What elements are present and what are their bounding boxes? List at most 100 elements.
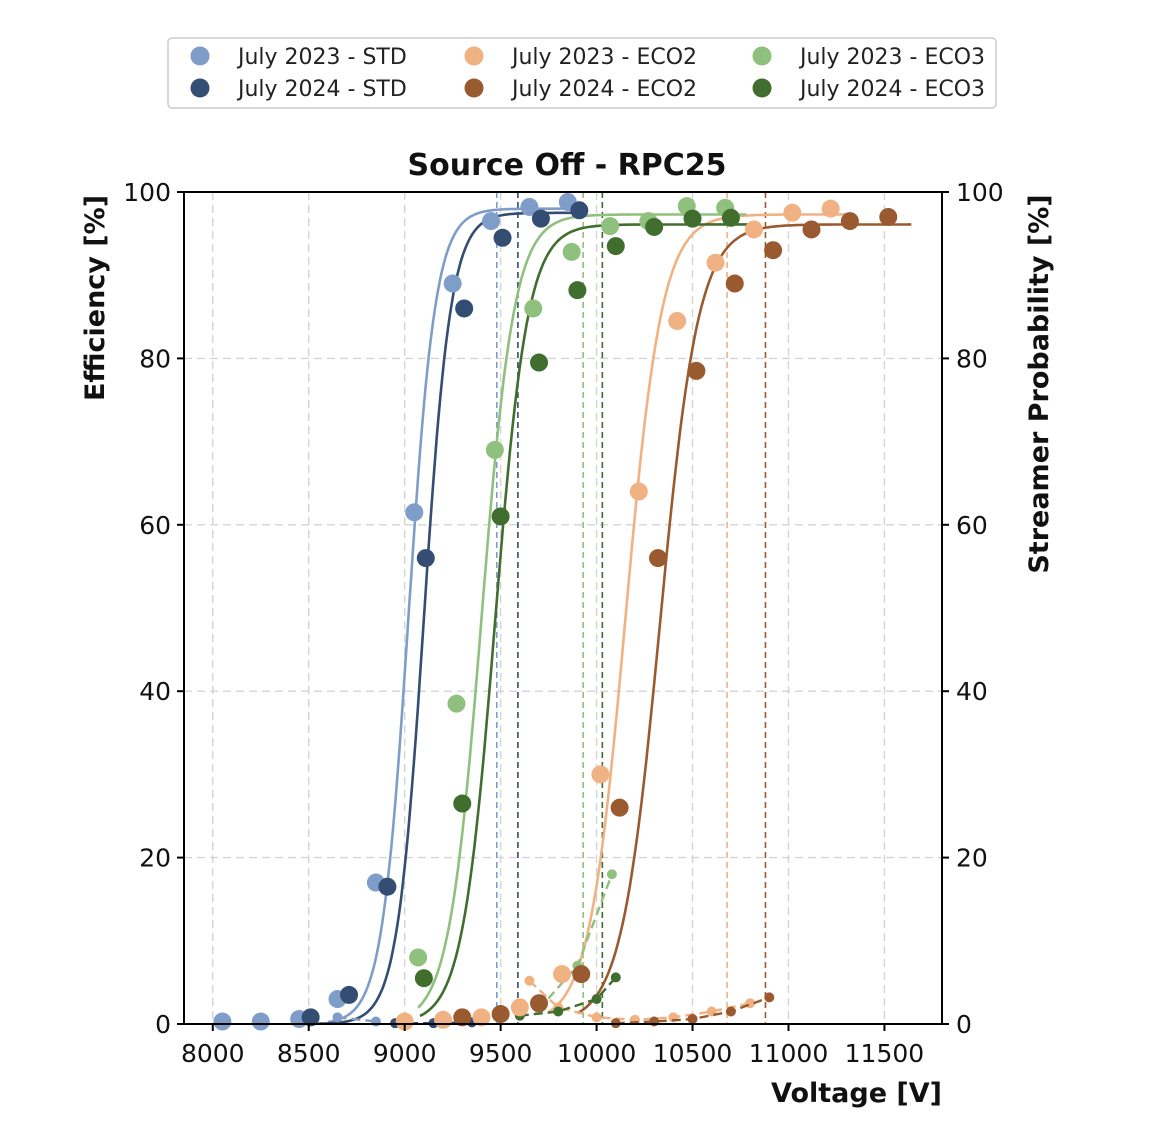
y-axis-title: Efficiency [%] [80,195,111,401]
y2-tick-label: 0 [956,1010,972,1039]
efficiency-point [606,237,625,256]
efficiency-point [491,1005,510,1024]
streamer-point [553,1006,564,1017]
legend-label: July 2024 - STD [236,77,407,102]
efficiency-point [530,353,549,372]
y2-tick-label: 60 [956,511,988,540]
efficiency-point [340,985,359,1004]
efficiency-point [378,877,397,896]
efficiency-point [821,199,840,218]
streamer-point [524,975,535,986]
y-tick-label: 80 [139,344,171,373]
efficiency-point [485,440,504,459]
efficiency-point [687,361,706,380]
streamer-point [370,1016,381,1027]
x-tick-label: 10000 [557,1039,637,1068]
y2-tick-label: 80 [956,344,988,373]
efficiency-point [453,1008,472,1027]
streamer-point [764,992,775,1003]
x-tick-label: 9000 [373,1039,437,1068]
efficiency-point [455,299,474,318]
efficiency-point [453,794,472,813]
efficiency-point [405,503,424,522]
x-tick-label: 11000 [749,1039,829,1068]
efficiency-point [568,281,587,300]
legend-label: July 2024 - ECO3 [798,77,985,102]
efficiency-point [610,798,629,817]
efficiency-point [764,241,783,260]
efficiency-point [472,1008,491,1027]
efficiency-point [395,1012,414,1031]
efficiency-point [721,208,740,227]
efficiency-point [706,253,725,272]
efficiency-point [524,299,543,318]
efficiency-point [591,765,610,784]
efficiency-point [443,274,462,293]
efficiency-point [493,228,512,247]
efficiency-point [744,220,763,239]
y2-axis-title: Streamer Probability [%] [1024,194,1055,573]
efficiency-point [530,994,549,1013]
streamer-point [649,1016,660,1027]
efficiency-point [482,212,501,231]
efficiency-point [434,1010,453,1029]
x-tick-label: 11500 [845,1039,925,1068]
legend-marker [190,78,210,98]
legend-label: July 2024 - ECO2 [510,77,697,102]
efficiency-point [562,242,581,261]
efficiency-point [301,1008,320,1027]
x-tick-label: 9500 [469,1039,533,1068]
efficiency-point [520,197,539,216]
efficiency-point [879,207,898,226]
fit-curve [327,207,582,1024]
legend-frame [167,37,997,109]
streamer-line [337,1016,377,1023]
grid [184,191,942,1025]
efficiency-point [572,965,591,984]
legend: July 2023 - STD July 2024 - STD July 2023 … [167,37,997,109]
legend-marker [190,46,210,66]
y-tick-label: 40 [139,677,171,706]
legend-label: July 2023 - STD [236,45,407,70]
x-axis-title: Voltage [V] [771,1078,942,1109]
legend-marker [752,78,772,98]
efficiency-point [409,948,428,967]
legend-marker [464,78,484,98]
efficiency-point [491,507,510,526]
y-tick-label: 20 [139,844,171,873]
legend-label: July 2023 - ECO3 [798,45,985,70]
x-tick-label: 8500 [277,1039,341,1068]
efficiency-point [802,220,821,239]
axes: 8000 8500 9000 9500 10000 10500 11000 11500 0 0 20… [123,178,1003,1068]
x-tick-label: 8000 [181,1039,245,1068]
efficiency-point [840,212,859,231]
legend-marker [464,46,484,66]
x-tick-label: 10500 [653,1039,733,1068]
efficiency-point [783,203,802,222]
y-tick-label: 100 [123,178,171,207]
streamer-point [610,972,621,983]
efficiency-point [251,1012,270,1031]
data-layer [213,192,912,1031]
streamer-point [591,1012,602,1023]
efficiency-point [668,311,687,330]
efficiency-point [601,217,620,236]
y-tick-label: 0 [155,1010,171,1039]
y2-tick-label: 40 [956,677,988,706]
chart-title: Source Off - RPC25 [408,148,727,183]
streamer-point [725,1006,736,1017]
efficiency-point [553,965,572,984]
efficiency-point [510,998,529,1017]
y-tick-label: 60 [139,511,171,540]
efficiency-point [414,969,433,988]
y2-tick-label: 100 [956,178,1004,207]
efficiency-point [416,549,435,568]
efficiency-point [213,1012,232,1031]
efficiency-point [683,209,702,228]
y2-tick-label: 20 [956,844,988,873]
efficiency-point [725,274,744,293]
efficiency-point [531,209,550,228]
efficiency-point [447,694,466,713]
